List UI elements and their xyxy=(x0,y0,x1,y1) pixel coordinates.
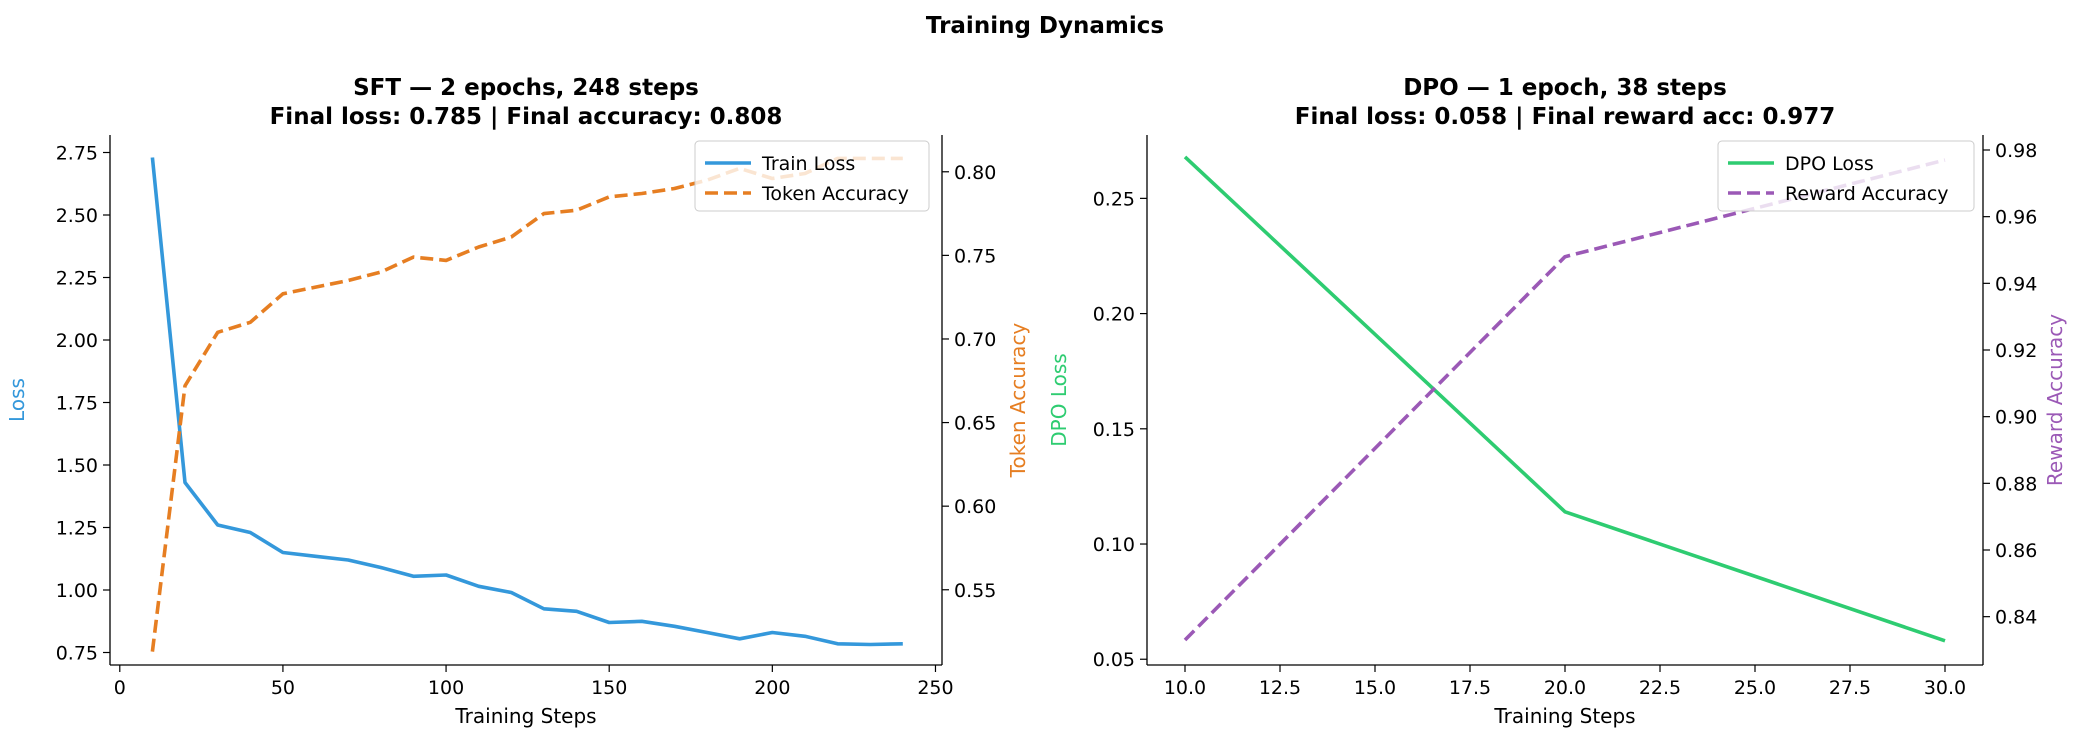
panel-title-line-2: Final loss: 0.058 | Final reward acc: 0.… xyxy=(1295,104,1835,130)
x-tick-label: 30.0 xyxy=(1924,677,1966,699)
right-y-axis-label: Reward Accuracy xyxy=(2043,314,2067,486)
x-tick-label: 200 xyxy=(754,677,790,699)
right-y-tick-label: 0.80 xyxy=(954,162,996,184)
left-y-tick-label: 2.25 xyxy=(56,268,98,290)
right-y-tick-label: 0.92 xyxy=(1995,340,2037,362)
x-tick-label: 15.0 xyxy=(1354,677,1396,699)
left-y-tick-label: 0.25 xyxy=(1093,188,1135,210)
left-y-tick-label: 0.05 xyxy=(1093,649,1135,671)
left-y-tick-label: 2.50 xyxy=(56,205,98,227)
panel-title-line-2: Final loss: 0.785 | Final accuracy: 0.80… xyxy=(270,104,783,130)
left-y-tick-label: 2.00 xyxy=(56,330,98,352)
right-y-tick-label: 0.75 xyxy=(954,245,996,267)
x-tick-label: 100 xyxy=(428,677,464,699)
x-tick-label: 50 xyxy=(271,677,295,699)
left-y-tick-label: 0.20 xyxy=(1093,304,1135,326)
x-tick-label: 10.0 xyxy=(1164,677,1206,699)
x-tick-label: 250 xyxy=(917,677,953,699)
x-tick-label: 0 xyxy=(114,677,126,699)
figure-suptitle: Training Dynamics xyxy=(926,13,1164,39)
right-y-tick-label: 0.65 xyxy=(954,413,996,435)
right-y-tick-label: 0.96 xyxy=(1995,207,2037,229)
x-tick-label: 12.5 xyxy=(1259,677,1301,699)
legend-entry-label: Train Loss xyxy=(761,153,855,175)
x-tick-label: 25.0 xyxy=(1734,677,1776,699)
series-line-train-loss xyxy=(150,157,903,647)
right-y-tick-label: 0.94 xyxy=(1995,273,2037,295)
left-y-tick-label: 1.75 xyxy=(56,393,98,415)
x-tick-label: 150 xyxy=(591,677,627,699)
left-y-tick-label: 1.25 xyxy=(56,518,98,540)
left-y-tick-label: 0.15 xyxy=(1093,419,1135,441)
series-line-dpo-loss xyxy=(1183,155,1946,643)
legend-box xyxy=(694,140,930,212)
right-y-tick-label: 0.86 xyxy=(1995,540,2037,562)
sft-panel: SFT — 2 epochs, 248 steps Final loss: 0.7… xyxy=(5,75,1030,728)
x-tick-label: 27.5 xyxy=(1829,677,1871,699)
legend-entry-label: Reward Accuracy xyxy=(1785,183,1949,205)
left-y-tick-label: 1.50 xyxy=(56,455,98,477)
right-y-tick-label: 0.98 xyxy=(1995,140,2037,162)
panel-title-line-1: DPO — 1 epoch, 38 steps xyxy=(1403,75,1727,101)
dpo-panel: DPO — 1 epoch, 38 steps Final loss: 0.058… xyxy=(1047,75,2067,728)
right-y-tick-label: 0.88 xyxy=(1995,473,2037,495)
right-y-tick-label: 0.90 xyxy=(1995,407,2037,429)
left-y-axis-label: DPO Loss xyxy=(1047,353,1071,446)
right-y-tick-label: 0.60 xyxy=(954,496,996,518)
left-y-axis-label: Loss xyxy=(5,378,29,422)
left-y-tick-label: 1.00 xyxy=(56,580,98,602)
left-y-tick-label: 2.75 xyxy=(56,143,98,165)
legend-box xyxy=(1717,140,1975,212)
right-y-tick-label: 0.84 xyxy=(1995,607,2037,629)
x-tick-label: 22.5 xyxy=(1639,677,1681,699)
x-tick-label: 17.5 xyxy=(1449,677,1491,699)
legend-entry-label: DPO Loss xyxy=(1785,153,1874,175)
x-axis-label: Training Steps xyxy=(454,704,596,728)
right-y-tick-label: 0.55 xyxy=(954,580,996,602)
series-line-token-accuracy xyxy=(150,156,903,652)
left-y-tick-label: 0.75 xyxy=(56,643,98,665)
right-y-axis-label: Token Accuracy xyxy=(1006,323,1030,479)
left-y-tick-label: 0.10 xyxy=(1093,534,1135,556)
x-tick-label: 20.0 xyxy=(1544,677,1586,699)
x-axis-label: Training Steps xyxy=(1493,704,1635,728)
panel-title-line-1: SFT — 2 epochs, 248 steps xyxy=(353,75,699,101)
legend-entry-label: Token Accuracy xyxy=(761,183,909,205)
right-y-tick-label: 0.70 xyxy=(954,329,996,351)
